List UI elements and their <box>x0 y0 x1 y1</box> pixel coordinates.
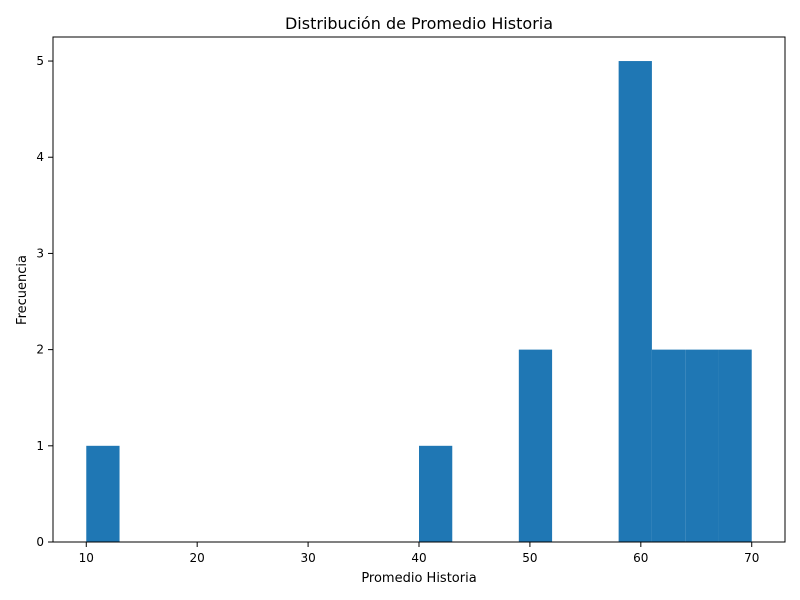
histogram-bar <box>618 61 652 543</box>
histogram-bar <box>651 349 686 542</box>
x-tick-label: 40 <box>411 551 426 565</box>
histogram-bar <box>718 349 752 542</box>
x-axis-label: Promedio Historia <box>361 571 476 586</box>
y-tick-label: 4 <box>36 150 44 164</box>
y-tick-label: 5 <box>36 54 44 68</box>
x-tick-label: 70 <box>744 551 759 565</box>
y-axis-label: Frecuencia <box>15 255 30 325</box>
histogram-bar <box>518 349 553 542</box>
x-tick-label: 50 <box>522 551 537 565</box>
x-tick-label: 30 <box>300 551 315 565</box>
x-tick-label: 20 <box>190 551 205 565</box>
y-tick-label: 0 <box>36 535 44 549</box>
x-tick-label: 10 <box>79 551 94 565</box>
plot-frame <box>52 36 786 543</box>
bars-group <box>86 61 752 543</box>
x-tick-label: 60 <box>633 551 648 565</box>
y-tick-label: 3 <box>36 246 44 260</box>
histogram-bar <box>86 445 120 542</box>
chart-title: Distribución de Promedio Historia <box>285 14 553 33</box>
histogram-bar <box>419 445 453 542</box>
x-axis-ticks: 10 20 30 40 50 60 70 <box>79 542 759 565</box>
y-tick-label: 1 <box>36 439 44 453</box>
y-axis-ticks: 0 1 2 3 4 5 <box>36 54 53 549</box>
y-tick-label: 2 <box>36 343 44 357</box>
histogram-bar <box>685 349 719 542</box>
